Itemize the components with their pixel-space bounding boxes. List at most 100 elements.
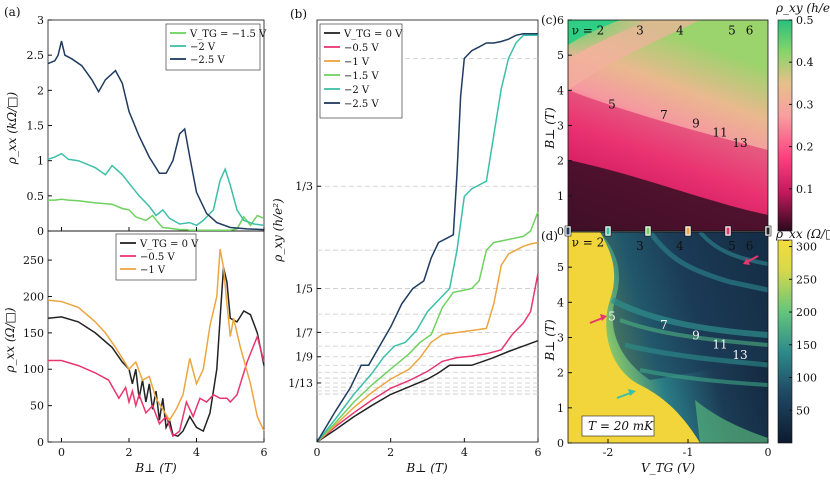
colorbar-tick-label-c: 0.3 [796, 98, 814, 111]
filling-factor-d: 7 [660, 318, 668, 332]
gate-marker-fill [566, 227, 570, 235]
temperature-box [581, 415, 655, 437]
filling-factor-c: 3 [636, 24, 644, 38]
gate-marker-fill [726, 227, 730, 235]
filling-factor-c: 5 [728, 24, 736, 38]
colorbar-tick-label-c: 0.4 [796, 56, 814, 69]
colorbar-tick-label-d: 300 [796, 241, 817, 254]
filling-factor-d: ν = 2 [572, 236, 605, 250]
d-colorbar-label: ρ_xx (Ω/□) [775, 227, 830, 241]
gate-marker-fill [766, 227, 770, 235]
filling-factor-c: 6 [746, 24, 754, 38]
series-line-a_bottom-0 [47, 267, 265, 438]
a-xlabel: B⊥ (T) [134, 461, 177, 475]
filling-factor-c: 7 [660, 108, 668, 122]
legend-label-a-bottom: −1 V [140, 265, 166, 276]
ytick-label-a-bottom: 0 [37, 436, 44, 449]
xtick-label-a: 0 [58, 446, 65, 459]
xtick-label-d: 0 [765, 446, 772, 459]
ytick-label-d: 1 [557, 402, 564, 415]
series-line-a_top-2 [47, 40, 265, 231]
ytick-label-d: 5 [557, 261, 564, 274]
colorbar-c [777, 19, 793, 232]
ytick-label-d: 0 [557, 437, 564, 450]
filling-factor-c: 5 [608, 97, 616, 111]
colorbar-tick-label-d: 50 [796, 404, 810, 417]
filling-factor-c: 4 [676, 24, 684, 38]
ytick-label-b: 1/13 [288, 377, 313, 390]
filling-factor-d: 3 [636, 239, 644, 253]
ytick-label-a-top: 3 [37, 14, 44, 27]
filling-factor-d: 5 [608, 309, 616, 323]
ytick-label-a-bottom: 200 [23, 290, 44, 303]
legend-label-a-top: −2 V [190, 42, 216, 53]
arrow-pink-right-head [743, 258, 750, 265]
series-line-a_top-1 [47, 152, 265, 227]
xtick-label-a: 4 [193, 446, 200, 459]
d-xlabel: V_TG (V) [641, 461, 695, 475]
ytick-label-a-top: 0 [37, 225, 44, 238]
legend-a-top [165, 23, 261, 71]
xtick-label-a: 2 [126, 446, 133, 459]
colorbar-tick-label-d: 150 [796, 339, 817, 352]
series-line-b-5 [316, 33, 538, 443]
xtick-label-b: 0 [314, 446, 321, 459]
xtick-label-b: 4 [461, 446, 468, 459]
ytick-label-a-top: 1.5 [27, 120, 45, 133]
arrow-pink-left-head [600, 314, 607, 321]
ytick-label-a-bottom: 50 [30, 400, 44, 413]
colorbar-tick-label-d: 100 [796, 372, 817, 385]
colorbar-d [777, 239, 793, 444]
ytick-label-c: 2 [557, 155, 564, 168]
legend-label-b: −2 V [344, 85, 370, 96]
filling-factor-d: 11 [712, 338, 727, 352]
filling-factor-d: 6 [746, 239, 754, 253]
filling-factor-d: 13 [732, 348, 747, 362]
c-ylabel: B⊥ (T) [543, 107, 557, 150]
heatmap-d [568, 232, 768, 443]
ytick-label-c: 6 [557, 14, 564, 27]
legend-label-a-top: −2.5 V [190, 55, 225, 66]
a-bottom-layer: 0 50 100 150 200 250 0 2 4 6 V_TG = 0 V −0.5 V −1 V [23, 227, 268, 459]
gate-marker-fill [606, 227, 610, 235]
legend-label-b: −1.5 V [344, 71, 379, 82]
xtick-label-a: 6 [261, 446, 268, 459]
ytick-label-d: 4 [557, 296, 564, 309]
series-line-a_top-0 [48, 198, 265, 232]
ytick-label-b: 1/3 [295, 180, 313, 193]
filling-factor-d: 9 [692, 329, 700, 343]
legend-label-b: −2.5 V [344, 99, 379, 110]
filling-factor-c: ν = 2 [572, 24, 605, 38]
ytick-label-b: 1/7 [295, 326, 313, 339]
ytick-label-c: 0 [557, 225, 564, 238]
xtick-label-d: -1 [683, 446, 694, 459]
xtick-label-b: 2 [387, 446, 394, 459]
colorbar-tick-label-c: 0.2 [796, 141, 814, 154]
filling-factor-d: 4 [676, 239, 684, 253]
colorbar-d-ticks: 50 100 150 200 250 300 [789, 241, 817, 417]
ytick-label-a-bottom: 150 [23, 327, 44, 340]
colorbar-tick-label-c: 0.5 [796, 14, 814, 27]
filling-factor-d: 5 [728, 239, 736, 253]
ytick-label-a-top: 2 [37, 84, 44, 97]
series-line-b-4 [316, 34, 538, 443]
filling-factor-c: 13 [732, 136, 747, 150]
legend-label-b: V_TG = 0 V [343, 29, 403, 40]
ytick-label-b: 1/9 [295, 351, 313, 364]
panel-label-c: (c) [541, 13, 557, 27]
filling-factor-c: 11 [712, 126, 727, 140]
arrow-teal-head [628, 389, 636, 396]
ytick-label-b: 1/5 [295, 283, 313, 296]
ytick-label-c: 5 [557, 49, 564, 62]
panel-label-d: (d) [541, 229, 558, 243]
panel-label-a: (a) [4, 5, 21, 19]
colorbar-c-ticks: 0.1 0.2 0.3 0.4 0.5 [789, 14, 814, 196]
c-colorbar-label: ρ_xy (h/e²) [775, 1, 830, 15]
legend-label-a-top: V_TG = −1.5 V [189, 29, 267, 40]
ytick-label-c: 4 [557, 84, 564, 97]
a-top-layer: 0 0.5 1 1.5 2 2.5 3 V_TG = −1.5 V −2 V −2.5 V [27, 14, 268, 238]
series-line-b-2 [316, 241, 539, 443]
b-ylabel: ρ_xy (h/e²) [271, 198, 285, 263]
